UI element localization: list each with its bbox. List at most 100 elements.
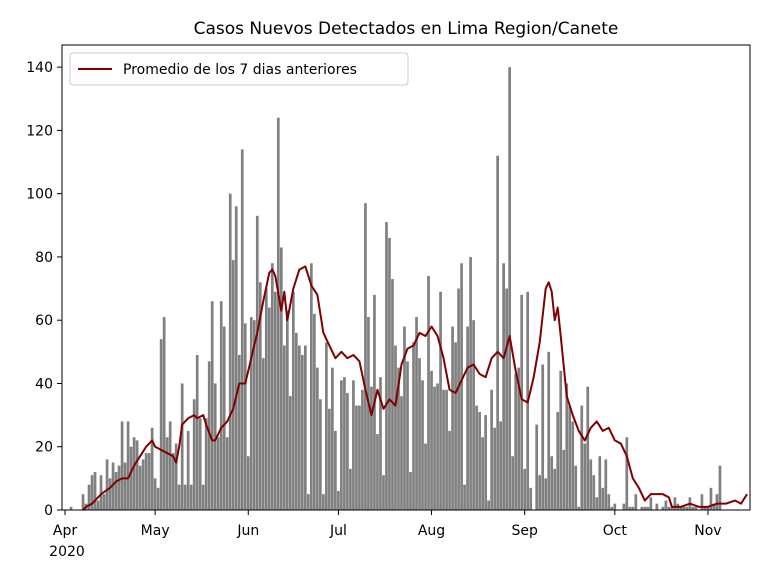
bar xyxy=(328,408,331,510)
bar xyxy=(661,506,665,510)
bar xyxy=(649,497,653,510)
bar xyxy=(207,361,211,510)
bar xyxy=(252,320,256,510)
bar xyxy=(294,332,298,510)
bar xyxy=(316,367,319,510)
bar xyxy=(334,430,337,510)
bar xyxy=(409,472,412,510)
bar xyxy=(583,443,587,510)
bar xyxy=(406,361,409,510)
bar xyxy=(415,317,418,510)
bar xyxy=(625,437,629,510)
bar xyxy=(565,383,569,510)
bar xyxy=(682,506,686,510)
y-tick-label: 40 xyxy=(35,376,53,392)
bar xyxy=(105,459,109,510)
chart-title: Casos Nuevos Detectados en Lima Region/C… xyxy=(194,19,619,39)
bar xyxy=(403,326,406,510)
y-tick-label: 80 xyxy=(35,250,53,266)
bar xyxy=(709,487,713,510)
bar xyxy=(195,355,199,510)
bar xyxy=(397,367,400,510)
bar xyxy=(270,263,274,510)
bar xyxy=(520,294,524,510)
bar xyxy=(216,437,220,510)
bar xyxy=(234,206,238,510)
bar xyxy=(171,453,175,510)
bar xyxy=(604,459,608,510)
bar xyxy=(466,326,469,510)
bar xyxy=(394,345,397,510)
bar xyxy=(685,506,689,510)
bar xyxy=(361,389,364,510)
bar xyxy=(571,421,575,510)
bar xyxy=(307,494,310,510)
bar xyxy=(433,386,436,510)
bar xyxy=(210,301,214,510)
bar xyxy=(343,377,346,510)
bar xyxy=(553,468,557,510)
bar xyxy=(538,475,542,510)
lines-layer xyxy=(82,265,748,511)
bar xyxy=(598,456,602,510)
bar xyxy=(240,149,244,510)
bar xyxy=(261,358,265,510)
bar xyxy=(129,446,133,510)
bar xyxy=(204,418,208,510)
bar xyxy=(325,342,328,510)
bar xyxy=(439,291,442,510)
bar xyxy=(126,421,130,510)
x-axis: Apr May Jun Jul Aug Sep Oct Nov xyxy=(53,510,722,539)
bar xyxy=(364,203,367,510)
bar xyxy=(144,453,148,510)
bar xyxy=(319,399,322,510)
bar xyxy=(445,389,448,510)
bar xyxy=(255,215,259,510)
bar xyxy=(556,411,560,510)
bar xyxy=(367,317,370,510)
bar xyxy=(442,389,445,510)
bar xyxy=(219,301,223,510)
bar xyxy=(376,434,379,510)
bar xyxy=(418,358,421,510)
bar xyxy=(123,462,127,510)
bar xyxy=(291,291,295,510)
bar xyxy=(267,307,271,510)
bar xyxy=(288,396,292,510)
series-line xyxy=(82,265,748,511)
x-year-label: 2020 xyxy=(49,544,85,560)
bar xyxy=(237,355,241,510)
bar xyxy=(718,465,722,510)
bar xyxy=(559,370,563,510)
bar xyxy=(135,440,139,510)
bar xyxy=(679,506,683,510)
bar xyxy=(153,478,157,510)
bar xyxy=(385,222,388,510)
bar xyxy=(186,430,190,510)
bar xyxy=(222,326,226,510)
bar xyxy=(505,288,508,510)
legend-frame xyxy=(69,52,409,86)
bar xyxy=(301,355,304,510)
bar xyxy=(322,494,325,510)
bar xyxy=(93,472,97,510)
bar xyxy=(451,326,454,510)
bar xyxy=(508,67,511,510)
bar xyxy=(355,405,358,510)
y-tick-label: 100 xyxy=(26,187,53,203)
legend-label: Promedio de los 7 dias anteriores xyxy=(123,62,357,78)
bar xyxy=(646,506,650,510)
bar xyxy=(246,456,250,510)
bar xyxy=(535,424,539,510)
bar xyxy=(108,478,112,510)
bar xyxy=(279,247,283,510)
bar xyxy=(352,380,355,510)
x-tick-label: Jul xyxy=(329,523,347,539)
bar xyxy=(201,484,205,510)
bar xyxy=(631,506,635,510)
legend: Promedio de los 7 dias anteriores xyxy=(69,52,409,86)
bar xyxy=(96,500,100,510)
bar xyxy=(114,472,118,510)
bar xyxy=(189,484,193,510)
bar xyxy=(400,396,403,510)
